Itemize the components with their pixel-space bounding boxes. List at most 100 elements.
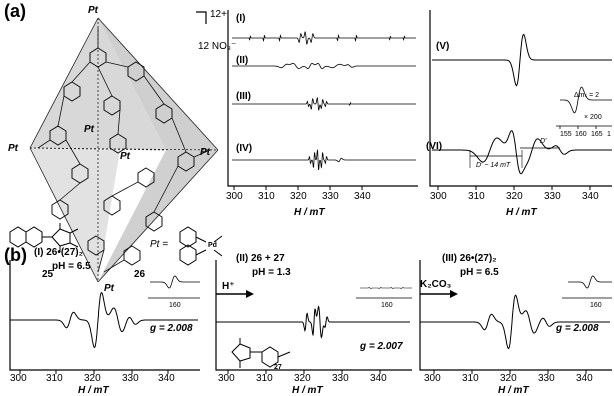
- inset-b-ii: [360, 287, 412, 289]
- arrow-k2co3-label: K₂CO₃: [420, 279, 452, 290]
- spectrum-b-iii: [420, 294, 610, 350]
- tick-b1-330: 330: [122, 373, 139, 384]
- frame-b1-axis: [9, 260, 200, 371]
- inset-dms-label: Δmₛ = 2: [574, 92, 599, 99]
- xlabel-a2: H / mT: [506, 207, 537, 218]
- spectrum-b-i: [10, 292, 198, 348]
- tick-b1-300: 300: [10, 373, 27, 384]
- spectrum-b-ii: [216, 305, 410, 339]
- tick-b2-340: 340: [370, 373, 387, 384]
- tick-b2-300: 300: [218, 373, 235, 384]
- counterion-label: 12 NO₃⁻: [198, 41, 237, 52]
- epr-spectra-a: [227, 10, 612, 190]
- frame-b3-axis: [419, 260, 612, 371]
- panel-a-label: (a): [4, 1, 26, 21]
- epr-spectra-b: [9, 260, 612, 374]
- tick-b1-310: 310: [46, 373, 63, 384]
- panel-b-label: (b): [4, 245, 27, 265]
- tick-b2-330: 330: [332, 373, 349, 384]
- tick-a1-320: 320: [290, 191, 307, 202]
- inset-spectrum: [560, 86, 612, 114]
- spectrum-label-i: (I): [236, 13, 246, 24]
- compound-26-label: 26: [134, 269, 146, 280]
- tick-b3-300: 300: [424, 373, 441, 384]
- sub-iii-inset-tick: 160: [590, 302, 602, 309]
- spectrum-iv: [232, 149, 416, 171]
- tick-b2-310: 310: [256, 373, 273, 384]
- pt-definition-label: Pt =: [150, 239, 169, 250]
- spectrum-label-v: (V): [436, 41, 450, 52]
- reaction-arrow-h: [216, 290, 254, 298]
- pd-label: Pd: [208, 242, 217, 249]
- frame-a1-axis: [227, 10, 418, 187]
- tick-b1-320: 320: [84, 373, 101, 384]
- sub-iii-title: (III) 26•(27)₂: [442, 253, 497, 264]
- tick-a2-330: 330: [544, 191, 561, 202]
- tick-a1-310: 310: [258, 191, 275, 202]
- inset-tick-165: 165: [591, 131, 603, 138]
- tick-b3-330: 330: [538, 373, 555, 384]
- pt-label-back: Pt: [84, 124, 94, 135]
- spectrum-label-vi: (VI): [426, 141, 443, 152]
- inset-b-iii: [568, 275, 612, 289]
- compound-27-label: 27: [274, 364, 282, 371]
- sub-i-inset-tick: 160: [169, 302, 181, 309]
- tick-a1-340: 340: [354, 191, 371, 202]
- spectrum-v: [432, 33, 612, 87]
- pt-label-top: Pt: [88, 5, 98, 16]
- sub-i-ph: pH = 6.5: [52, 261, 91, 272]
- inset-scale-label: × 200: [584, 114, 602, 121]
- sub-ii-inset-tick: 160: [381, 302, 393, 309]
- arrow-h-label: H⁺: [222, 281, 235, 292]
- tick-b3-340: 340: [576, 373, 593, 384]
- inset-tick-1: 1: [607, 131, 611, 138]
- compound-25-structure: [9, 223, 79, 252]
- pt-label-bottom: Pt: [104, 283, 114, 294]
- charge-bracket: [196, 11, 207, 24]
- spectrum-label-iii: (III): [236, 91, 251, 102]
- frame-a2-axis: [429, 10, 612, 187]
- tick-b3-310: 310: [462, 373, 479, 384]
- frame-b2-axis: [215, 260, 412, 371]
- tick-a1-330: 330: [322, 191, 339, 202]
- xlabel-a1: H / mT: [294, 207, 325, 218]
- d-prime-label: D′: [540, 138, 547, 145]
- tick-a2-340: 340: [582, 191, 599, 202]
- pd-bipyridine-structure: [179, 226, 223, 266]
- pt-label-left: Pt: [8, 143, 18, 154]
- tick-a2-300: 300: [430, 191, 447, 202]
- spectrum-i: [232, 31, 416, 45]
- reaction-arrow-k2co3: [420, 290, 458, 298]
- charge-label: 12+: [210, 9, 227, 20]
- pt-label-right: Pt: [200, 147, 210, 158]
- xlabel-b2: H / mT: [292, 385, 323, 396]
- tick-a2-310: 310: [468, 191, 485, 202]
- inset-tick-160: 160: [575, 131, 587, 138]
- compound-25-label: 25: [42, 269, 54, 280]
- sub-iii-g: g = 2.008: [556, 323, 599, 334]
- xlabel-b3: H / mT: [498, 385, 529, 396]
- inset-tick-155: 155: [560, 131, 572, 138]
- compound-27-structure: [231, 338, 291, 368]
- inset-b-i: [150, 275, 200, 289]
- spectrum-vi: [432, 130, 612, 175]
- spectrum-label-ii: (II): [236, 55, 249, 66]
- sub-ii-ph: pH = 1.3: [252, 267, 291, 278]
- tick-b1-340: 340: [158, 373, 175, 384]
- pt-label-mid: Pt: [120, 151, 130, 162]
- cage-face-shade: [30, 148, 120, 282]
- sub-i-title: (I) 26•(27)₂: [34, 247, 84, 258]
- tick-b2-320: 320: [294, 373, 311, 384]
- xlabel-b1: H / mT: [78, 385, 109, 396]
- sub-iii-ph: pH = 6.5: [460, 267, 499, 278]
- tick-b3-320: 320: [500, 373, 517, 384]
- sub-i-g: g = 2.008: [150, 323, 193, 334]
- cage-structure: [29, 17, 219, 283]
- sub-ii-title: (II) 26 + 27: [236, 253, 285, 264]
- sub-ii-g: g = 2.007: [360, 341, 403, 352]
- d-prime-approx-label: D′ ~ 14 mT: [476, 162, 511, 169]
- spectrum-iii: [232, 96, 416, 112]
- spectrum-label-iv: (IV): [236, 143, 253, 154]
- spectrum-ii: [232, 62, 416, 70]
